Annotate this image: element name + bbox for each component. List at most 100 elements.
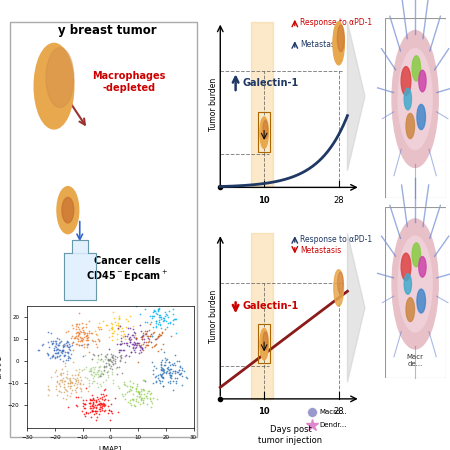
Point [97, 356, 104, 363]
Point [44, 328, 51, 336]
Point [125, 398, 132, 405]
Point [90, 369, 97, 376]
Point [162, 309, 169, 316]
Point [137, 393, 144, 400]
Point [182, 374, 189, 381]
Point [159, 374, 166, 382]
Point [83, 408, 90, 415]
Point [75, 335, 82, 342]
Point [167, 374, 175, 382]
Point [144, 400, 151, 408]
Point [120, 340, 127, 347]
Point [158, 329, 165, 336]
Point [178, 366, 185, 373]
Point [111, 328, 118, 335]
Point [116, 346, 123, 354]
Point [105, 406, 112, 414]
Text: 10: 10 [258, 407, 270, 416]
Point [177, 369, 184, 377]
Point [89, 408, 96, 415]
Point [72, 401, 80, 409]
Point [47, 330, 54, 337]
Point [84, 343, 91, 351]
Point [133, 303, 140, 310]
Polygon shape [347, 22, 365, 171]
Point [97, 383, 104, 390]
Point [130, 333, 137, 340]
Point [65, 375, 72, 382]
Point [83, 329, 90, 337]
Point [93, 402, 100, 409]
Point [153, 378, 160, 385]
Point [90, 404, 98, 411]
Point [147, 397, 154, 405]
Point [88, 404, 95, 411]
Point [61, 377, 68, 384]
Point [100, 390, 107, 397]
Point [63, 356, 70, 363]
Point [90, 398, 97, 405]
Point [119, 332, 126, 339]
Text: 28: 28 [333, 407, 344, 416]
Point [147, 389, 154, 396]
Point [164, 364, 171, 371]
Point [69, 380, 76, 387]
Point [76, 373, 83, 380]
Point [159, 340, 166, 347]
Point [67, 342, 74, 350]
Point [76, 384, 83, 392]
Point [83, 396, 90, 404]
Point [109, 325, 116, 333]
Circle shape [260, 328, 268, 360]
Point [76, 338, 83, 345]
Point [156, 313, 163, 320]
Point [76, 320, 83, 328]
Circle shape [404, 88, 411, 110]
Point [76, 327, 84, 334]
Point [155, 320, 162, 328]
Point [148, 315, 156, 322]
Text: Tumor burden: Tumor burden [209, 289, 218, 343]
Point [82, 332, 90, 339]
Point [158, 374, 166, 381]
Point [84, 335, 91, 342]
Bar [258, 112, 270, 152]
Point [76, 325, 83, 333]
Point [105, 361, 112, 368]
Point [96, 403, 103, 410]
Point [160, 318, 167, 325]
Circle shape [338, 272, 343, 294]
Point [104, 350, 111, 357]
Point [124, 340, 131, 347]
Point [94, 366, 102, 373]
Point [88, 356, 95, 363]
Point [167, 319, 174, 326]
Point [97, 357, 104, 364]
Point [115, 315, 122, 323]
Point [126, 386, 134, 393]
Point [99, 402, 106, 410]
Point [59, 344, 67, 351]
Point [87, 370, 94, 377]
Point [113, 363, 120, 370]
Point [153, 318, 160, 325]
Point [61, 340, 68, 347]
Point [88, 401, 95, 409]
Point [104, 403, 112, 410]
Point [79, 337, 86, 344]
Point [120, 346, 127, 353]
Text: Macro...: Macro... [319, 409, 347, 415]
Point [82, 413, 89, 420]
Point [58, 377, 65, 384]
Point [86, 396, 94, 404]
Point [131, 339, 139, 346]
Point [94, 343, 101, 351]
Point [126, 336, 133, 343]
Point [106, 346, 113, 353]
Point [158, 324, 165, 331]
Point [90, 395, 97, 402]
Point [147, 313, 154, 320]
Point [122, 324, 130, 331]
Point [173, 380, 180, 387]
Point [86, 383, 93, 390]
